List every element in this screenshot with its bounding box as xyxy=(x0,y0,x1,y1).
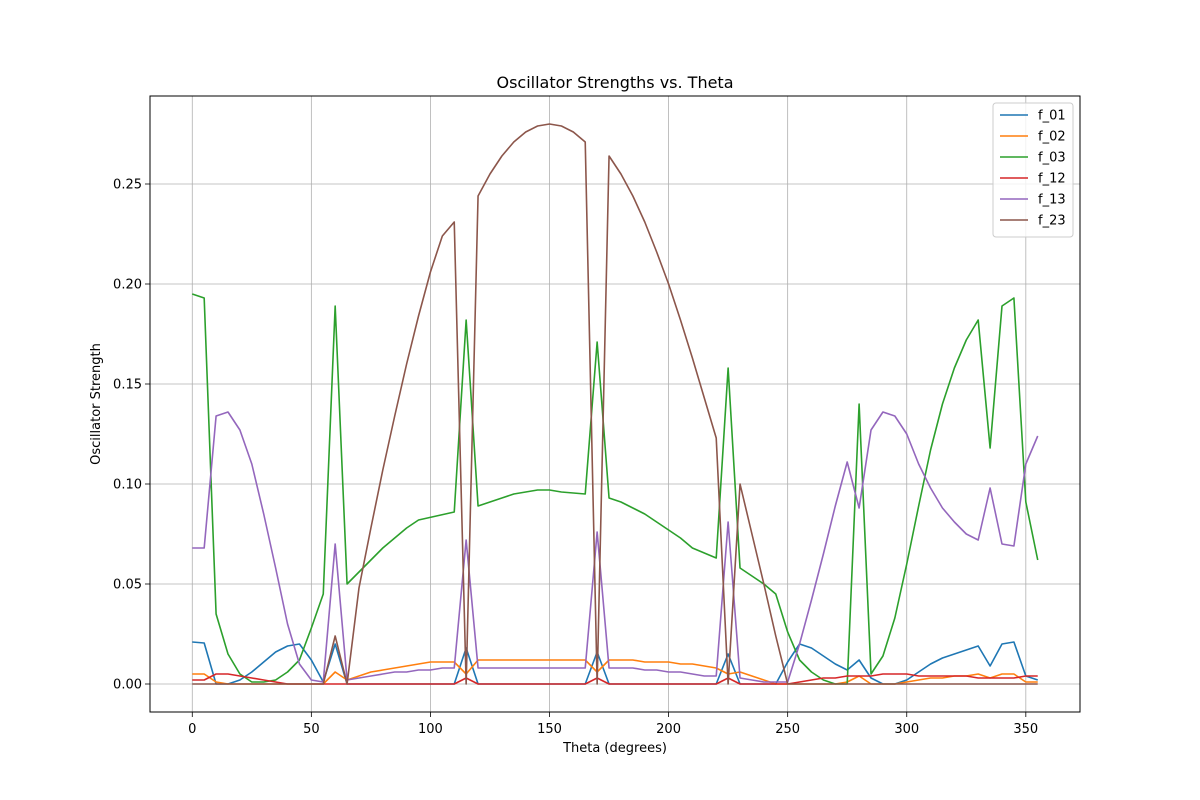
x-tick-label: 150 xyxy=(537,722,562,737)
legend-entry-label: f_03 xyxy=(1038,151,1066,166)
x-tick-label: 0 xyxy=(188,722,196,737)
legend: f_01 f_02 f_03 f_12 f_13 f_23 xyxy=(992,102,1074,238)
y-tick-label: 0.05 xyxy=(113,578,142,593)
y-tick-label: 0.00 xyxy=(113,678,142,693)
y-tick-label: 0.15 xyxy=(113,378,142,393)
y-tick-label: 0.10 xyxy=(113,478,142,493)
legend-entry-label: f_23 xyxy=(1038,214,1066,229)
x-tick-label: 350 xyxy=(1013,722,1038,737)
plot-frame xyxy=(149,95,1081,713)
chart-title: Oscillator Strengths vs. Theta xyxy=(496,73,733,92)
plot-lines xyxy=(192,123,1039,685)
series-line-f-03 xyxy=(192,293,1039,685)
x-tick-label: 100 xyxy=(418,722,443,737)
axis-ticks: 0 50 100 150 200 250 300 350 0.00 0.05 0.10 0.15 0.2… xyxy=(113,178,1038,738)
legend-entry-label: f_02 xyxy=(1038,130,1066,145)
y-tick-label: 0.25 xyxy=(113,178,142,193)
legend-entry-label: f_12 xyxy=(1038,172,1066,187)
x-tick-label: 300 xyxy=(894,722,919,737)
y-axis-label: Oscillator Strength xyxy=(89,343,104,465)
x-axis-label: Theta (degrees) xyxy=(562,741,667,756)
y-tick-label: 0.20 xyxy=(113,278,142,293)
series-line-f-23 xyxy=(192,123,1038,685)
x-tick-label: 200 xyxy=(656,722,681,737)
legend-entry-label: f_13 xyxy=(1038,193,1066,208)
series-line-f-13 xyxy=(192,411,1039,683)
legend-entry-label: f_01 xyxy=(1038,109,1066,124)
x-tick-label: 50 xyxy=(303,722,320,737)
series-line-f-12 xyxy=(192,673,1038,685)
x-tick-label: 250 xyxy=(775,722,800,737)
